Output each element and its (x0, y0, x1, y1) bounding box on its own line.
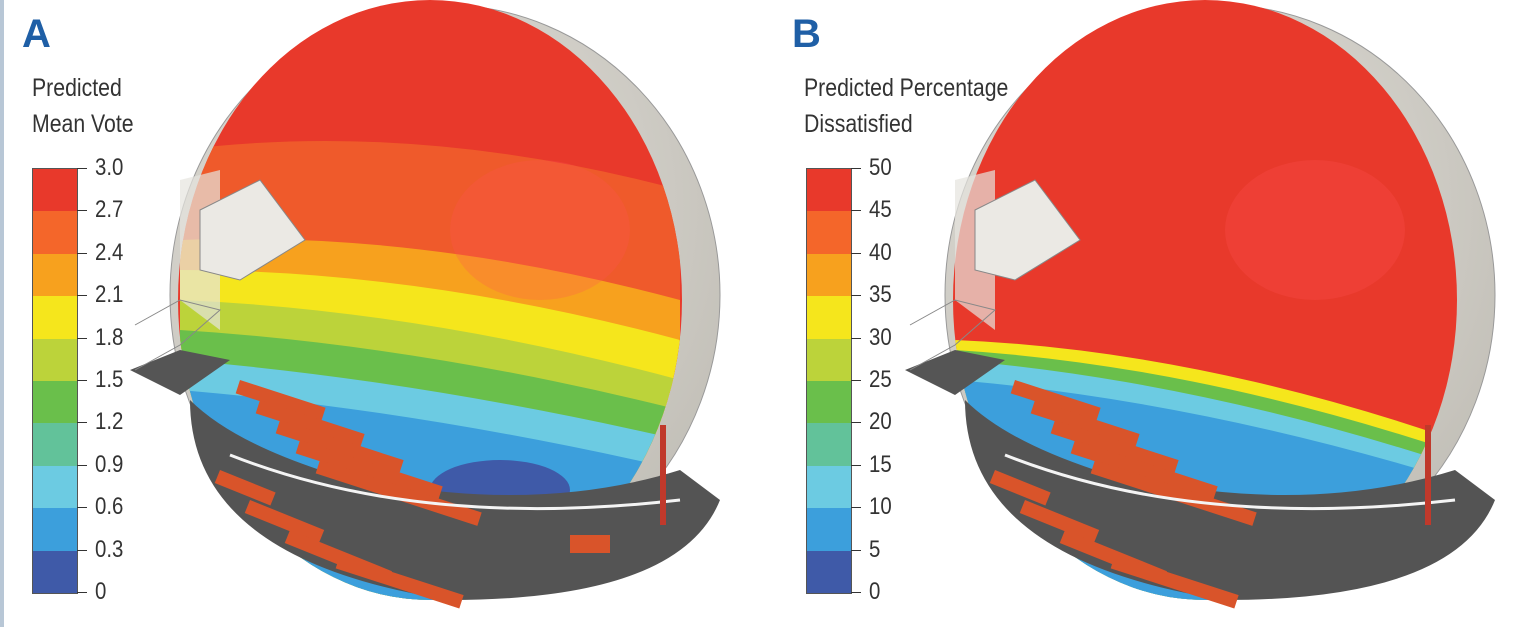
tick-mark (77, 210, 87, 212)
scale-band (33, 211, 77, 254)
tick-label: 2.4 (95, 238, 124, 266)
tick-label: 0.3 (95, 535, 124, 563)
dome-thermal-rendering (905, 0, 1496, 609)
scale-band (33, 169, 77, 212)
scale-band (807, 296, 851, 339)
scale-band (33, 550, 77, 594)
tick-label: 40 (869, 238, 892, 266)
seat-rows (214, 380, 610, 609)
legend-title-line: Dissatisfied (804, 110, 913, 138)
tick-mark (77, 507, 87, 509)
color-scale-bar (32, 168, 78, 594)
seat-rows (989, 380, 1257, 609)
tick-label: 25 (869, 366, 892, 393)
tick-label: 50 (869, 154, 892, 181)
tick-label: 0.9 (95, 450, 124, 478)
tick-mark (77, 592, 87, 593)
tick-mark (851, 464, 861, 466)
scale-band (807, 211, 851, 254)
scale-band (807, 169, 851, 212)
tick-label: 1.8 (95, 323, 124, 351)
tick-label: 30 (869, 323, 892, 351)
tick-mark (77, 380, 87, 381)
scale-band (807, 423, 851, 466)
tick-label: 3.0 (95, 154, 124, 181)
panel-letter: A (22, 12, 51, 56)
legend-title-line: Predicted (32, 74, 122, 102)
tick-mark (77, 168, 87, 169)
tick-mark (77, 464, 87, 466)
panel-letter: B (792, 12, 821, 56)
tick-label: 1.5 (95, 366, 124, 393)
scale-band (807, 381, 851, 424)
scale-band (33, 508, 77, 551)
legend-title-line: Predicted Percentage (804, 74, 1009, 102)
tick-mark (851, 295, 861, 297)
tick-label: 15 (869, 450, 892, 478)
scale-band (807, 338, 851, 382)
tick-mark (77, 549, 87, 551)
tick-mark (851, 592, 861, 593)
scale-band (807, 253, 851, 297)
scale-band (33, 253, 77, 297)
tick-label: 2.1 (95, 281, 124, 309)
tick-label: 0 (95, 578, 107, 605)
tick-mark (851, 168, 861, 169)
tick-label: 0.6 (95, 493, 124, 521)
panel-a: A Predicted Mean Vote 3.0 2.7 2.4 2.1 1.8 1.5… (22, 0, 721, 609)
left-border-rule (0, 0, 4, 627)
tick-label: 5 (869, 535, 881, 563)
tick-mark (77, 422, 87, 424)
scale-band (807, 508, 851, 551)
legend-title-line: Mean Vote (32, 110, 134, 138)
legend-title: Predicted Percentage Dissatisfied (804, 70, 1008, 142)
tick-mark (851, 422, 861, 424)
scale-band (33, 338, 77, 382)
tick-mark (851, 252, 861, 254)
tick-mark (851, 380, 861, 381)
tick-mark (77, 337, 87, 339)
scale-band (33, 465, 77, 509)
tick-label: 45 (869, 196, 892, 224)
tick-label: 35 (869, 281, 892, 309)
scale-band (807, 465, 851, 509)
legend-title: Predicted Mean Vote (32, 70, 134, 142)
scale-band (33, 296, 77, 339)
tick-mark (851, 337, 861, 339)
tick-label: 20 (869, 408, 892, 436)
dome-thermal-rendering (130, 0, 721, 609)
tick-mark (851, 507, 861, 509)
tick-mark (77, 295, 87, 297)
scale-band (33, 381, 77, 424)
tick-label: 1.2 (95, 408, 124, 436)
tick-label: 2.7 (95, 196, 124, 224)
tick-mark (77, 252, 87, 254)
color-scale-bar (806, 168, 852, 594)
tick-mark (851, 210, 861, 212)
scale-band (33, 423, 77, 466)
tick-label: 0 (869, 578, 881, 605)
panel-b: B Predicted Percentage Dissatisfied 50 45… (770, 0, 1533, 627)
scale-band (807, 550, 851, 594)
tick-label: 10 (869, 493, 892, 521)
tick-mark (851, 549, 861, 551)
